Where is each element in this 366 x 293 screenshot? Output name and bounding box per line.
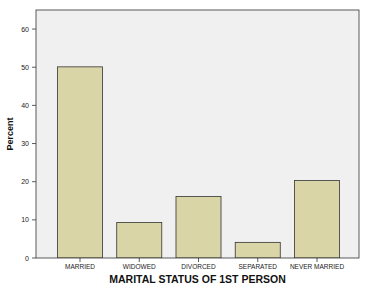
bar [294,181,339,258]
x-tick-label: WIDOWED [123,263,156,270]
bar [176,197,221,258]
y-tick [32,258,36,259]
y-tick [32,29,36,30]
x-tick [198,258,199,262]
x-tick [139,258,140,262]
y-tick-label: 10 [21,216,29,223]
y-tick-label: 20 [21,178,29,185]
x-tick-label: DIVORCED [181,263,216,270]
y-tick-label: 50 [21,64,29,71]
chart-svg: 0 10 20 30 40 50 60 MARRIED WIDOWED DIVORCED SEPAR… [0,0,366,293]
x-tick [257,258,258,262]
y-tick [32,219,36,220]
bar [57,67,102,258]
y-tick-label: 60 [21,26,29,33]
plot-background [36,10,359,258]
y-tick [32,105,36,106]
y-tick [32,67,36,68]
x-tick-label: MARRIED [65,263,95,270]
bar [235,242,280,258]
bars [57,67,339,258]
bar [117,223,162,258]
y-tick [32,143,36,144]
y-axis-title: Percent [5,117,15,150]
x-tick [317,258,318,262]
chart: 0 10 20 30 40 50 60 MARRIED WIDOWED DIVORCED SEPAR… [0,0,366,293]
x-tick-label: SEPARATED [239,263,278,270]
y-tick-label: 0 [25,255,29,262]
y-tick [32,181,36,182]
x-tick [80,258,81,262]
x-axis-title: MARITAL STATUS OF 1ST PERSON [109,273,286,285]
x-tick-label: NEVER MARRIED [290,263,344,270]
plot-frame [36,10,359,258]
y-tick-label: 40 [21,102,29,109]
y-tick-label: 30 [21,140,29,147]
